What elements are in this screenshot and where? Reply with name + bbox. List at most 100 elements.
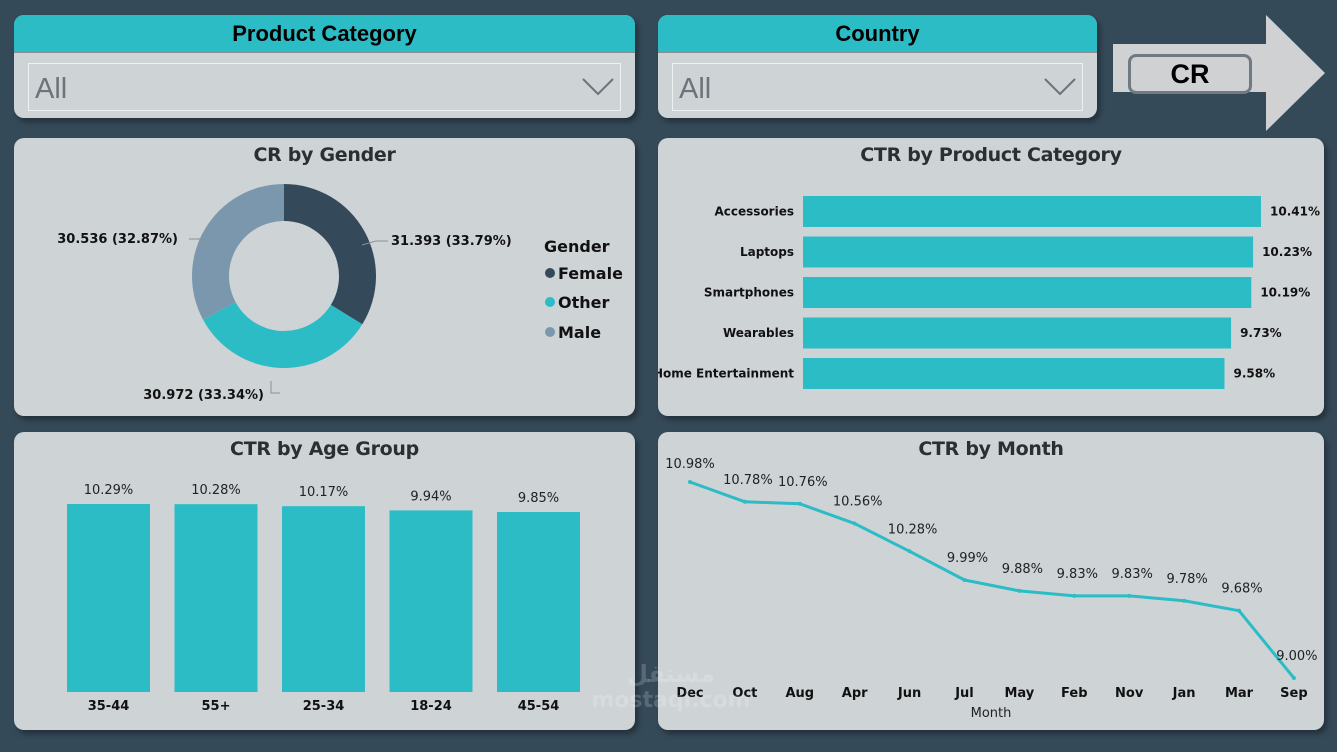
data-point-oct[interactable] <box>742 499 747 504</box>
donut-chart: 31.393 (33.79%) 30.972 (33.34%) 30.536 (… <box>57 184 623 403</box>
data-point-may[interactable] <box>1017 588 1022 593</box>
legend-marker <box>545 297 555 307</box>
bar-home-entertainment[interactable] <box>803 358 1225 389</box>
bar-wearables[interactable] <box>803 317 1232 349</box>
bar-55+[interactable] <box>174 504 258 692</box>
x-tick-label: Jan <box>1172 686 1196 701</box>
data-point-dec[interactable] <box>688 480 692 484</box>
category-label: Wearables <box>723 326 794 340</box>
x-axis-title: Month <box>971 706 1012 721</box>
chart-title: CTR by Age Group <box>230 438 419 460</box>
dropdown-value: All <box>35 73 68 105</box>
dropdown-value: All <box>679 73 712 105</box>
data-label: 10.19% <box>1260 286 1310 300</box>
legend-title: Gender <box>544 237 610 256</box>
x-tick-label: 18-24 <box>410 699 452 714</box>
data-point-feb[interactable] <box>1072 593 1077 598</box>
horizontal-bar-chart: Accessories 10.41% Laptops 10.23% Smartphone… <box>658 196 1320 389</box>
ctr-line[interactable] <box>689 480 1296 679</box>
data-label: 9.83% <box>1112 567 1153 582</box>
legend-label: Other <box>558 293 609 312</box>
bar-45-54[interactable] <box>497 512 580 692</box>
data-label: 10.17% <box>299 485 349 500</box>
legend-item-other[interactable]: Other <box>545 293 609 312</box>
leader-line <box>270 381 280 394</box>
bar-laptops[interactable] <box>803 236 1254 268</box>
chart-title: CTR by Product Category <box>860 144 1122 166</box>
chart-title: CTR by Month <box>918 438 1064 460</box>
data-label: 10.98% <box>665 457 715 472</box>
bar-35-44[interactable] <box>67 504 150 692</box>
x-tick-label: Mar <box>1225 686 1254 701</box>
x-tick-label: Feb <box>1061 686 1087 701</box>
x-tick-label: May <box>1005 686 1035 701</box>
x-tick-label: Dec <box>676 686 703 701</box>
data-point-aug[interactable] <box>797 501 802 506</box>
leader-line <box>361 240 388 246</box>
leader-line <box>189 238 209 245</box>
legend-marker <box>545 268 555 278</box>
data-label: 10.28% <box>191 483 241 498</box>
category-label: Smartphones <box>704 286 794 300</box>
data-label: 9.78% <box>1166 572 1207 587</box>
chart-title: CR by Gender <box>253 144 396 166</box>
x-tick-label: Oct <box>732 686 757 701</box>
category-label: Laptops <box>740 245 794 259</box>
data-point-jun[interactable] <box>907 549 912 554</box>
data-point-sep[interactable] <box>1291 676 1296 680</box>
cr-by-gender-card: CR by Gender 31.393 (33.79%) 30.972 (33.… <box>14 138 635 416</box>
legend-label: Female <box>558 264 623 283</box>
product-category-dropdown[interactable]: All <box>28 63 621 111</box>
slicer-title: Product Category <box>14 15 635 53</box>
data-label: 9.73% <box>1240 326 1282 340</box>
data-label: 9.00% <box>1276 649 1317 664</box>
cr-page-button[interactable]: CR <box>1128 54 1252 94</box>
donut-slice-male[interactable] <box>192 184 284 320</box>
data-label: 9.68% <box>1221 582 1262 597</box>
x-tick-label: Sep <box>1280 686 1308 701</box>
bar-accessories[interactable] <box>803 196 1261 227</box>
data-label: 9.58% <box>1233 367 1275 381</box>
legend-marker <box>545 327 555 337</box>
chevron-down-icon <box>582 78 614 96</box>
data-point-apr[interactable] <box>852 521 857 526</box>
ctr-by-product-category-card: CTR by Product Category Accessories 10.41… <box>658 138 1324 416</box>
data-label: 10.28% <box>888 522 938 537</box>
vertical-bar-chart: 10.29% 35-44 10.28% 55+ 10.17% 25-34 9.94% 18-2… <box>67 483 580 714</box>
x-tick-label: 55+ <box>202 699 231 714</box>
slice-label-other: 30.972 (33.34%) <box>143 388 264 403</box>
data-label: 10.23% <box>1262 245 1312 259</box>
bar-25-34[interactable] <box>282 506 365 692</box>
ctr-by-month-card: CTR by Month 10.98% Dec 10.78% Oct 10.76% Aug… <box>658 432 1324 730</box>
donut-slice-other[interactable] <box>203 302 363 368</box>
data-point-mar[interactable] <box>1237 608 1241 613</box>
data-label: 10.29% <box>84 483 134 498</box>
data-label: 10.76% <box>778 475 828 490</box>
data-label: 10.41% <box>1270 205 1320 219</box>
x-tick-label: Apr <box>842 686 868 701</box>
legend-item-female[interactable]: Female <box>545 264 623 283</box>
data-label: 9.85% <box>518 491 559 506</box>
data-point-jan[interactable] <box>1182 598 1187 603</box>
data-point-nov[interactable] <box>1127 593 1132 598</box>
donut-slice-female[interactable] <box>284 184 376 325</box>
data-label: 9.88% <box>1002 562 1043 577</box>
ctr-by-age-group-card: CTR by Age Group 10.29% 35-44 10.28% 55+ 10.… <box>14 432 635 730</box>
x-tick-label: 35-44 <box>88 699 130 714</box>
data-point-jul[interactable] <box>962 578 967 582</box>
legend-item-male[interactable]: Male <box>545 323 601 342</box>
product-category-slicer: Product Category All <box>14 15 635 118</box>
slice-label-female: 31.393 (33.79%) <box>391 234 512 249</box>
category-label: Home Entertainment <box>658 367 794 381</box>
chevron-down-icon <box>1044 78 1076 96</box>
x-tick-label: Jul <box>954 686 974 701</box>
data-label: 9.83% <box>1057 567 1098 582</box>
data-label: 10.78% <box>723 473 773 488</box>
bar-18-24[interactable] <box>389 510 473 692</box>
slice-label-male: 30.536 (32.87%) <box>57 232 178 247</box>
line-chart: 10.98% Dec 10.78% Oct 10.76% Aug 10.56% Apr 10.2… <box>665 457 1317 721</box>
data-label: 9.99% <box>947 551 988 566</box>
country-dropdown[interactable]: All <box>672 63 1083 111</box>
bar-smartphones[interactable] <box>803 277 1252 308</box>
legend-label: Male <box>558 323 601 342</box>
